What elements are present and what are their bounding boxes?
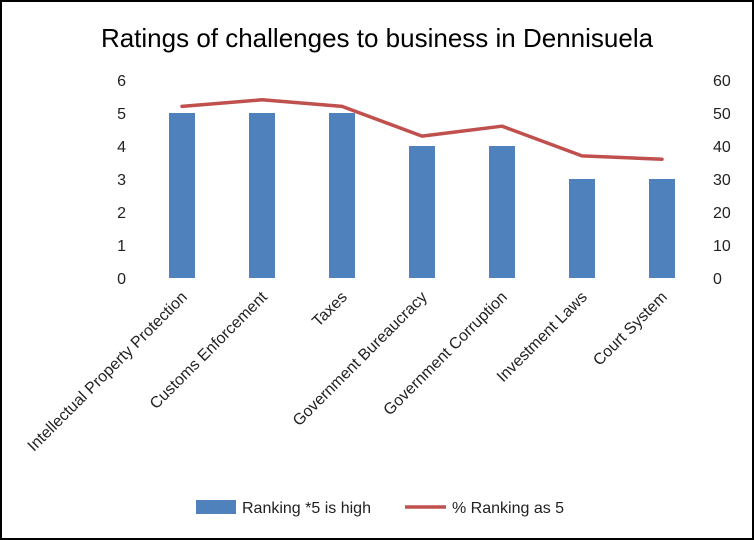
category-label: Taxes xyxy=(309,289,351,331)
legend-bar-swatch xyxy=(196,500,236,514)
left-axis-tick: 2 xyxy=(117,205,126,222)
bar-1 xyxy=(169,113,195,278)
chart-title: Ratings of challenges to business in Den… xyxy=(101,23,654,53)
left-axis-tick: 1 xyxy=(117,238,126,255)
bar-7 xyxy=(649,179,675,278)
left-axis-tick: 3 xyxy=(117,172,126,189)
right-axis-tick: 20 xyxy=(713,205,731,222)
legend-bar-label: Ranking *5 is high xyxy=(242,500,371,517)
bar-3 xyxy=(329,113,355,278)
left-axis-tick: 0 xyxy=(117,271,126,288)
category-label: Court System xyxy=(590,289,671,370)
left-axis-tick: 6 xyxy=(117,73,126,90)
category-label: Investment Laws xyxy=(494,289,591,386)
right-axis-tick: 30 xyxy=(713,172,731,189)
left-axis-tick: 4 xyxy=(117,139,126,156)
bar-4 xyxy=(409,146,435,278)
category-label: Government Bureaucracy xyxy=(290,289,431,430)
right-axis-tick: 0 xyxy=(713,271,722,288)
legend-line-label: % Ranking as 5 xyxy=(452,500,564,517)
right-axis-tick: 60 xyxy=(713,73,731,90)
bar-6 xyxy=(569,179,595,278)
right-axis-tick: 50 xyxy=(713,106,731,123)
category-label: Intellectual Property Protection xyxy=(25,289,191,455)
left-axis-tick: 5 xyxy=(117,106,126,123)
bar-2 xyxy=(249,113,275,278)
right-axis-tick: 40 xyxy=(713,139,731,156)
bar-5 xyxy=(489,146,515,278)
right-axis-tick: 10 xyxy=(713,238,731,255)
